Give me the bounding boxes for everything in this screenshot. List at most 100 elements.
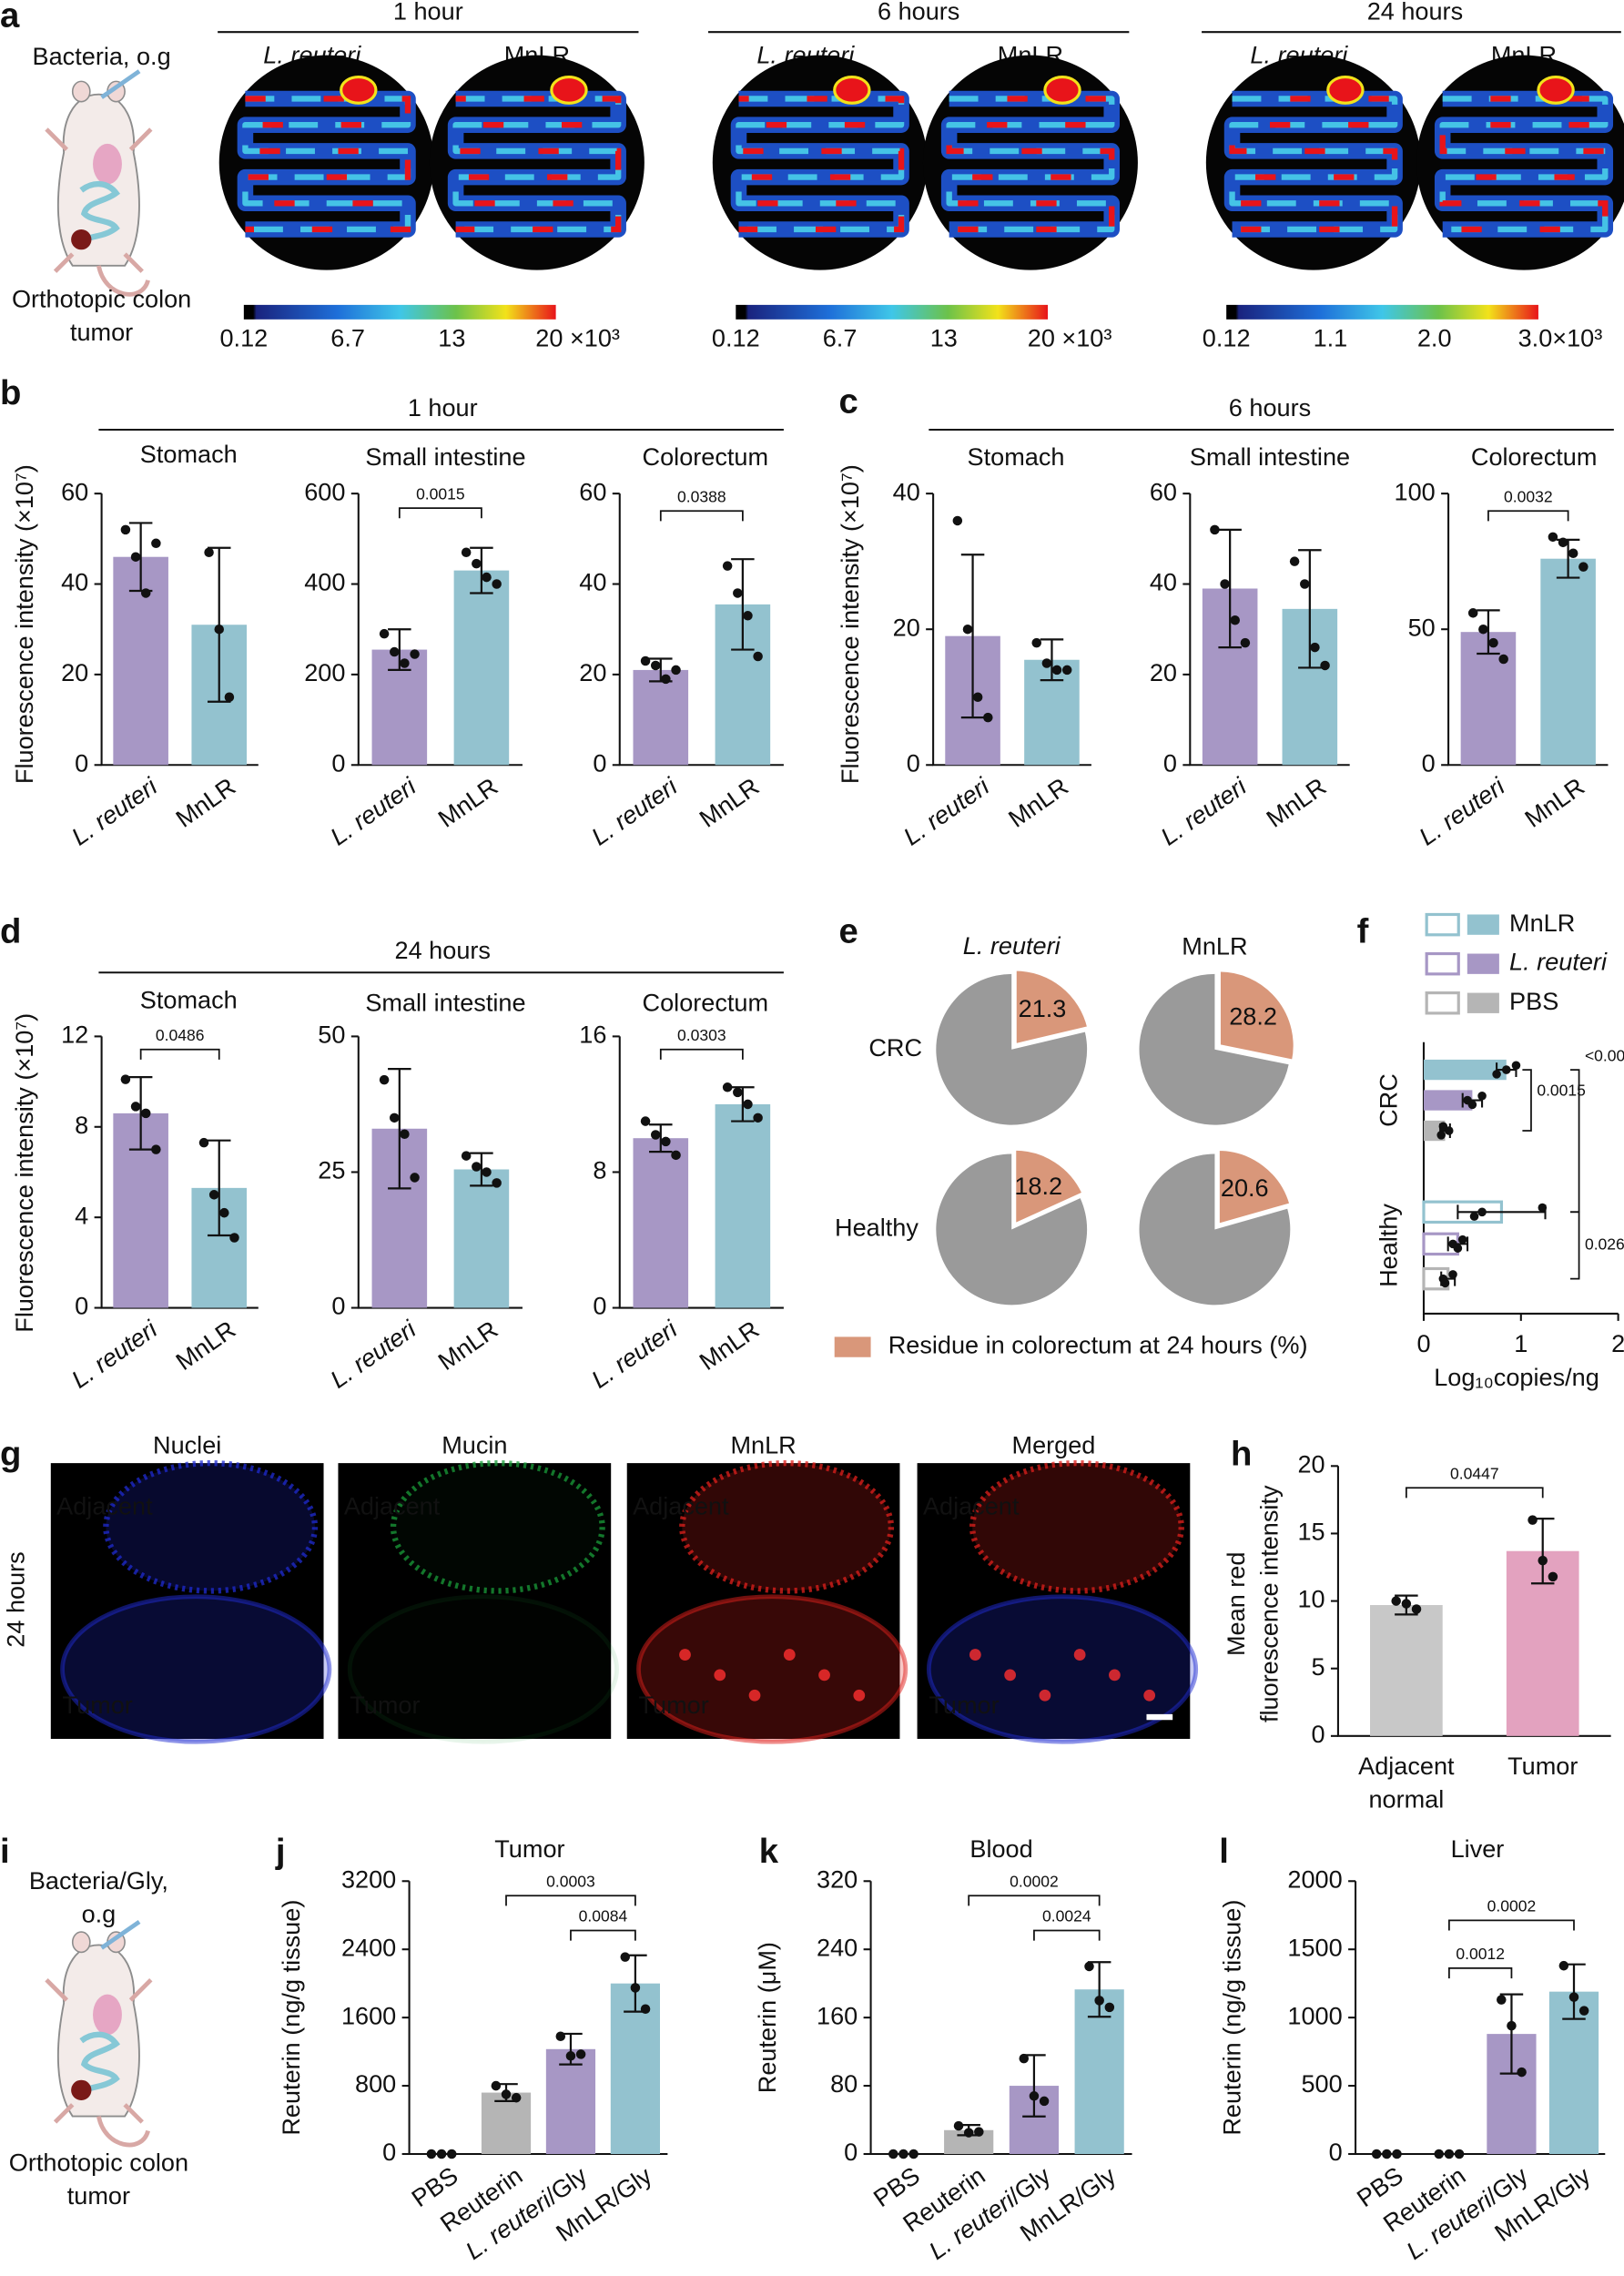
- data-point: [461, 1151, 472, 1161]
- timepoint-title: 24 hours: [1367, 0, 1463, 25]
- region-label: Adjacent: [56, 1492, 153, 1520]
- intestine-hotspot: [1229, 96, 1398, 233]
- subject-label: Bacteria/Gly,: [29, 1866, 168, 1895]
- pie-slice: [1217, 969, 1296, 1063]
- chart-title: Small intestine: [1190, 442, 1350, 471]
- colorbar-label: 20 ×10³: [535, 323, 620, 351]
- data-point: [962, 624, 973, 635]
- error-bar: [388, 628, 411, 672]
- panel-header: 6 hours: [1229, 393, 1311, 422]
- y-tick-label: 80: [830, 2069, 858, 2098]
- imaging-field: [1416, 55, 1624, 270]
- signal-spot: [1073, 1649, 1086, 1661]
- data-point: [1568, 1992, 1579, 2002]
- data-point: [953, 2120, 964, 2131]
- data-point: [1440, 1278, 1450, 1288]
- y-tick-label: 20: [579, 658, 606, 686]
- data-point: [1492, 1070, 1501, 1079]
- tumor-tissue: [60, 1594, 332, 1744]
- data-point: [1230, 615, 1240, 625]
- italic-part: L. reuteri: [1509, 948, 1608, 976]
- p-value: 0.0269: [1585, 1235, 1624, 1254]
- p-value: 0.0015: [416, 484, 465, 503]
- p-value: 0.0388: [677, 488, 726, 506]
- y-tick-label: 2400: [341, 1933, 396, 1961]
- error-bar: [470, 546, 493, 594]
- model-label: Orthotopic colon: [12, 284, 191, 312]
- data-point: [888, 2149, 898, 2159]
- imaging-field: [218, 55, 434, 270]
- error-bar: [731, 558, 755, 651]
- data-point: [1467, 1100, 1477, 1110]
- p-value: 0.0002: [1487, 1897, 1537, 1915]
- tumor-tissue: [636, 1594, 908, 1744]
- data-point: [379, 1074, 390, 1085]
- panel-letter: g: [0, 1434, 21, 1473]
- legend-label: MnLR: [1509, 909, 1575, 937]
- region-label: Tumor: [638, 1691, 708, 1719]
- data-point: [972, 692, 983, 702]
- region-label: Tumor: [63, 1691, 133, 1719]
- colorbar: [243, 304, 556, 320]
- model-label: tumor: [70, 318, 133, 346]
- data-point: [224, 692, 235, 702]
- data-point: [1502, 1065, 1511, 1074]
- row-label: Healthy: [835, 1214, 919, 1242]
- y-tick-label: 240: [817, 1933, 858, 1961]
- data-point: [1578, 562, 1588, 572]
- colorbar-label: 0.12: [1203, 323, 1251, 351]
- error-bar: [388, 1068, 411, 1190]
- y-axis-label: Mean red: [1222, 1552, 1250, 1656]
- significance-bracket: [139, 1048, 220, 1060]
- intestine-hotspot: [242, 96, 411, 233]
- significance-bracket: [1487, 510, 1569, 522]
- data-point: [650, 1130, 661, 1140]
- y-tick-label: 0: [1163, 748, 1177, 777]
- data-point: [1310, 642, 1320, 653]
- y-tick-label: 0: [1422, 748, 1436, 777]
- data-point: [722, 1082, 733, 1092]
- y-tick-label: 50: [318, 1021, 345, 1049]
- p-value: 0.0003: [546, 1872, 595, 1890]
- p-value: 0.0024: [1042, 1907, 1091, 1925]
- italic-part: L. reuteri: [66, 771, 163, 850]
- bar: [715, 1103, 771, 1308]
- channel-label: Merged: [1012, 1431, 1096, 1459]
- data-point: [229, 1233, 239, 1243]
- y-tick-label: 12: [61, 1021, 88, 1049]
- tumor-tissue: [347, 1594, 619, 1744]
- y-tick-label: 16: [579, 1021, 606, 1049]
- y-tick-label: 8: [75, 1111, 88, 1139]
- label-line: Tumor: [1507, 1752, 1578, 1780]
- y-tick-label: 0: [75, 1292, 88, 1320]
- y-tick-label: 0: [1329, 2138, 1343, 2166]
- data-point: [1392, 2149, 1402, 2159]
- chart-title: Small intestine: [365, 988, 525, 1016]
- data-point: [753, 1113, 763, 1123]
- bar: [1423, 1059, 1507, 1081]
- data-point: [1061, 665, 1072, 676]
- y-tick-label: 50: [1408, 613, 1436, 641]
- data-point: [640, 1116, 651, 1126]
- p-value: 0.0002: [1010, 1872, 1059, 1890]
- data-point: [671, 1150, 681, 1161]
- x-tick-label: MnLR: [1261, 772, 1331, 833]
- y-tick-label: 1000: [1287, 2001, 1342, 2029]
- y-tick-label: 600: [304, 477, 345, 505]
- data-point: [733, 588, 743, 598]
- x-tick-label: MnLR: [694, 772, 764, 833]
- data-point: [1031, 637, 1041, 648]
- data-point: [1538, 1203, 1548, 1213]
- slice-label: 18.2: [1014, 1172, 1062, 1200]
- panel-letter: l: [1219, 1832, 1229, 1871]
- timepoint-title: 6 hours: [878, 0, 959, 25]
- x-tick-label: MnLR: [170, 772, 240, 833]
- data-point: [1498, 654, 1508, 665]
- data-point: [472, 1162, 482, 1172]
- y-tick-label: 40: [1150, 568, 1177, 596]
- legend-swatch: [1467, 992, 1499, 1013]
- data-point: [733, 1087, 743, 1098]
- data-point: [1320, 660, 1330, 671]
- pie-rest: [1139, 1153, 1291, 1306]
